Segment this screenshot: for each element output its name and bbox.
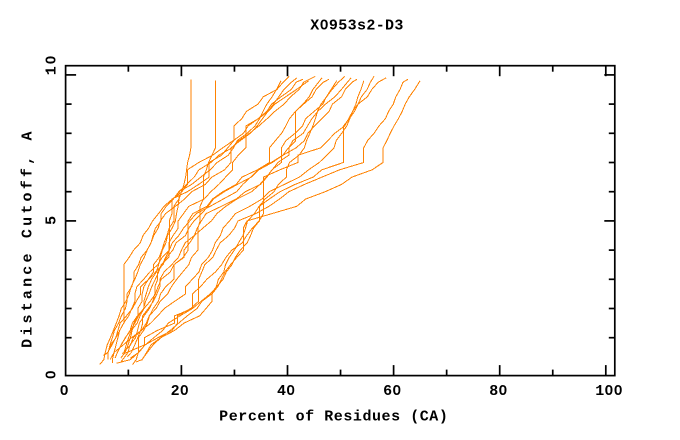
svg-text:Distance Cutoff, A: Distance Cutoff, A — [19, 128, 36, 348]
svg-text:40: 40 — [277, 383, 295, 400]
svg-text:5: 5 — [44, 214, 61, 225]
svg-text:X0953s2-D3: X0953s2-D3 — [310, 18, 404, 35]
svg-text:80: 80 — [489, 383, 507, 400]
svg-text:60: 60 — [383, 383, 401, 400]
svg-text:20: 20 — [171, 383, 189, 400]
svg-text:10: 10 — [44, 54, 61, 76]
svg-text:Percent of Residues (CA): Percent of Residues (CA) — [219, 409, 448, 426]
